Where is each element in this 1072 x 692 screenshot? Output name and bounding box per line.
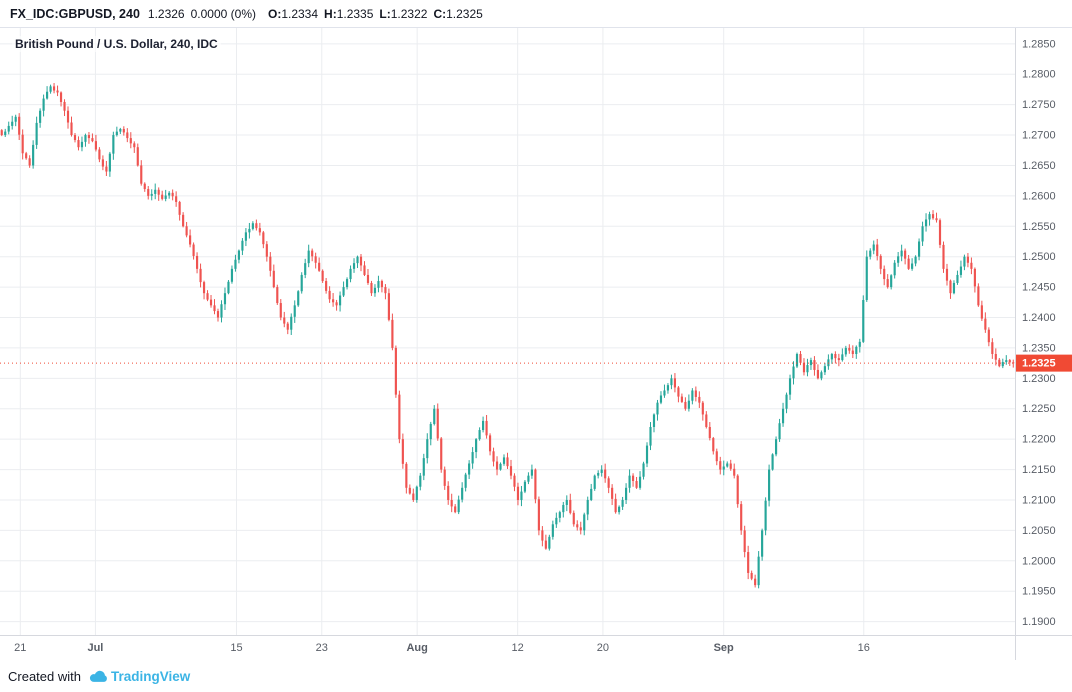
chart-canvas[interactable]: 1.2850 1.2800 1.2750 1.2700 1.2650 1.2600 1.25… [0,28,1072,660]
svg-text:1.2850: 1.2850 [1022,38,1056,50]
svg-text:15: 15 [230,642,242,654]
svg-text:12: 12 [512,642,524,654]
svg-text:1.2650: 1.2650 [1022,160,1056,172]
close-label: C: [433,6,447,21]
ohlc-low: L:1.2322 [379,7,427,21]
svg-text:1.2300: 1.2300 [1022,373,1056,385]
tradingview-logo[interactable]: TradingView [87,669,190,684]
svg-text:1.2050: 1.2050 [1022,525,1056,537]
svg-text:Jul: Jul [87,642,103,654]
tradingview-cloud-icon [89,670,107,682]
svg-text:1.2100: 1.2100 [1022,494,1056,506]
footer: Created with TradingView [0,660,1072,692]
chart-header: FX_IDC:GBPUSD, 240 1.2326 0.0000 (0%) O:… [0,0,1072,28]
ohlc-close: C:1.2325 [433,7,482,21]
chart-legend[interactable]: British Pound / U.S. Dollar, 240, IDC [12,36,221,52]
ohlc-open: O:1.2334 [268,7,318,21]
last-price-badge: 1.2325 [1016,354,1072,372]
svg-text:1.1900: 1.1900 [1022,616,1056,628]
svg-text:Aug: Aug [406,642,427,654]
svg-text:1.2325: 1.2325 [1022,358,1056,370]
svg-text:1.2750: 1.2750 [1022,99,1056,111]
svg-text:1.2200: 1.2200 [1022,434,1056,446]
low-value: 1.2322 [390,6,428,21]
svg-text:1.1950: 1.1950 [1022,586,1056,598]
svg-text:1.2700: 1.2700 [1022,130,1056,142]
chart-area[interactable]: 1.2850 1.2800 1.2750 1.2700 1.2650 1.2600 1.25… [0,28,1072,660]
time-scale[interactable]: 21 Jul 15 23 Aug 12 20 Sep 16 [14,642,870,654]
svg-text:1.2350: 1.2350 [1022,342,1056,354]
high-label: H: [324,6,337,21]
tradingview-wordmark: TradingView [110,668,191,684]
svg-text:16: 16 [858,642,870,654]
svg-text:1.2450: 1.2450 [1022,282,1056,294]
svg-text:23: 23 [316,642,328,654]
price-scale[interactable]: 1.2850 1.2800 1.2750 1.2700 1.2650 1.2600 1.25… [1022,38,1056,628]
svg-text:1.2250: 1.2250 [1022,403,1056,415]
high-value: 1.2335 [336,6,374,21]
open-value: 1.2334 [281,6,319,21]
svg-text:Sep: Sep [714,642,734,654]
svg-text:21: 21 [14,642,26,654]
svg-text:1.2600: 1.2600 [1022,190,1056,202]
low-label: L: [379,6,391,21]
created-with-text: Created with [8,668,81,684]
close-value: 1.2325 [446,6,483,21]
price-change: 0.0000 (0%) [190,6,256,21]
symbol-title[interactable]: FX_IDC:GBPUSD, 240 [10,6,140,21]
svg-text:1.2400: 1.2400 [1022,312,1056,324]
last-price-value: 1.2326 [147,6,185,21]
candles [0,83,1015,589]
svg-text:1.2500: 1.2500 [1022,251,1056,263]
svg-text:1.2150: 1.2150 [1022,464,1056,476]
open-label: O: [267,6,282,21]
svg-text:1.2800: 1.2800 [1022,69,1056,81]
svg-text:1.2000: 1.2000 [1022,555,1056,567]
ohlc-high: H:1.2335 [324,7,373,21]
svg-text:1.2550: 1.2550 [1022,221,1056,233]
svg-text:20: 20 [597,642,609,654]
